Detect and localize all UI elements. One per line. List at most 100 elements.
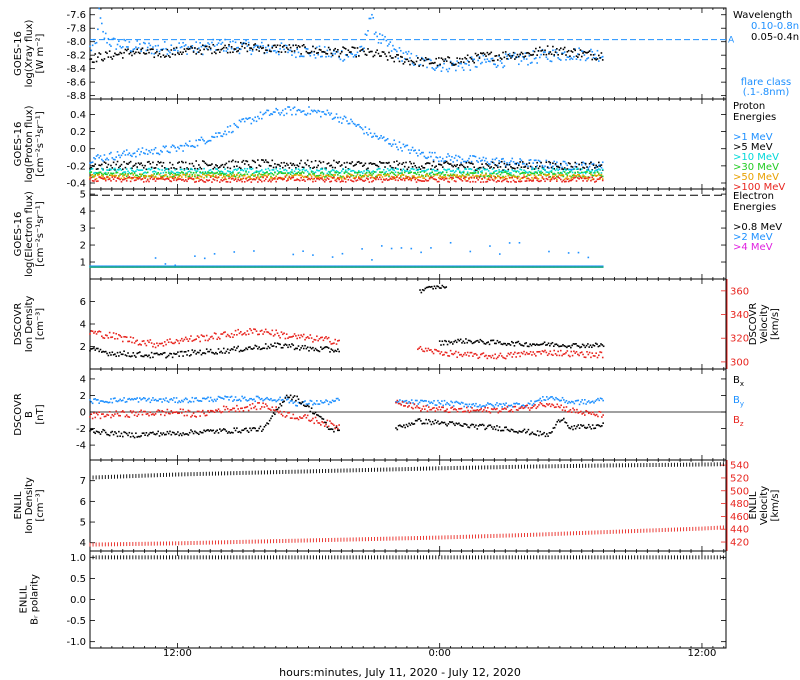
data-point (188, 140, 191, 143)
data-point (140, 265, 142, 268)
data-point (563, 180, 566, 183)
data-point (284, 165, 287, 167)
data-point (386, 45, 389, 47)
data-point (199, 266, 201, 268)
data-point (574, 171, 576, 174)
data-point (544, 49, 546, 52)
data-point (571, 265, 574, 268)
data-point (115, 53, 118, 56)
data-point (90, 161, 93, 164)
data-point (183, 173, 186, 176)
data-point (542, 166, 545, 169)
data-point (302, 266, 305, 268)
data-point (375, 265, 377, 268)
data-point (213, 172, 216, 175)
data-point (89, 171, 91, 174)
data-point (427, 179, 430, 182)
data-point (114, 337, 116, 340)
data-point (196, 48, 199, 50)
data-point (97, 180, 99, 182)
data-point (224, 44, 226, 47)
data-point (296, 172, 298, 174)
data-point (314, 110, 317, 112)
data-point (535, 167, 537, 170)
data-point (264, 111, 267, 114)
data-point (280, 177, 283, 179)
data-point (283, 178, 285, 180)
data-point (246, 176, 249, 179)
data-point (247, 171, 250, 173)
data-point (263, 180, 266, 182)
data-point (409, 172, 411, 174)
data-point (565, 266, 567, 268)
data-point (238, 48, 241, 50)
data-point (89, 45, 91, 48)
data-point (343, 115, 346, 118)
data-point (413, 172, 415, 174)
data-point (388, 265, 390, 268)
data-point (572, 343, 575, 345)
data-point (229, 181, 232, 183)
data-point (479, 62, 482, 65)
data-point (350, 266, 352, 268)
data-point (321, 265, 323, 268)
data-point (204, 174, 207, 177)
data-point (581, 343, 584, 346)
data-point (183, 168, 186, 170)
data-point (490, 175, 493, 177)
data-point (166, 265, 169, 268)
data-point (435, 173, 437, 176)
data-point (580, 161, 583, 164)
data-point (358, 266, 360, 268)
data-point (359, 174, 361, 177)
data-point (485, 168, 487, 171)
data-point (110, 354, 112, 356)
data-point (171, 356, 174, 359)
data-point (403, 57, 406, 60)
data-point (531, 180, 533, 182)
data-point (284, 168, 287, 171)
data-point (504, 170, 507, 172)
data-point (540, 161, 542, 164)
data-point (359, 177, 361, 180)
data-point (104, 266, 107, 268)
data-point (546, 171, 549, 174)
data-point (166, 53, 169, 55)
data-point (444, 174, 447, 176)
data-point (108, 169, 111, 171)
data-point (278, 163, 280, 166)
data-point (373, 177, 376, 179)
data-point (415, 181, 418, 183)
data-point (599, 165, 601, 167)
data-point (178, 171, 180, 174)
data-point (390, 57, 393, 59)
data-point (312, 254, 314, 256)
data-point (599, 57, 601, 59)
data-point (125, 180, 128, 182)
data-point (285, 44, 288, 47)
data-point (121, 57, 124, 59)
data-point (228, 170, 230, 173)
data-point (194, 47, 196, 49)
data-point (427, 168, 430, 171)
data-point (394, 48, 397, 51)
data-point (538, 165, 541, 168)
data-point (215, 176, 217, 179)
data-point (528, 162, 531, 164)
data-point (504, 164, 507, 167)
data-point (440, 265, 443, 268)
data-point (304, 169, 306, 172)
data-point (178, 355, 180, 357)
data-point (598, 266, 600, 268)
data-point (394, 56, 397, 58)
data-point (209, 266, 212, 268)
data-point (393, 60, 396, 63)
data-point (317, 109, 319, 112)
data-point (190, 167, 192, 170)
data-point (452, 265, 455, 268)
data-point (465, 338, 467, 340)
data-point (487, 177, 490, 179)
data-point (559, 174, 562, 177)
data-point (354, 266, 356, 268)
data-point (95, 177, 98, 180)
